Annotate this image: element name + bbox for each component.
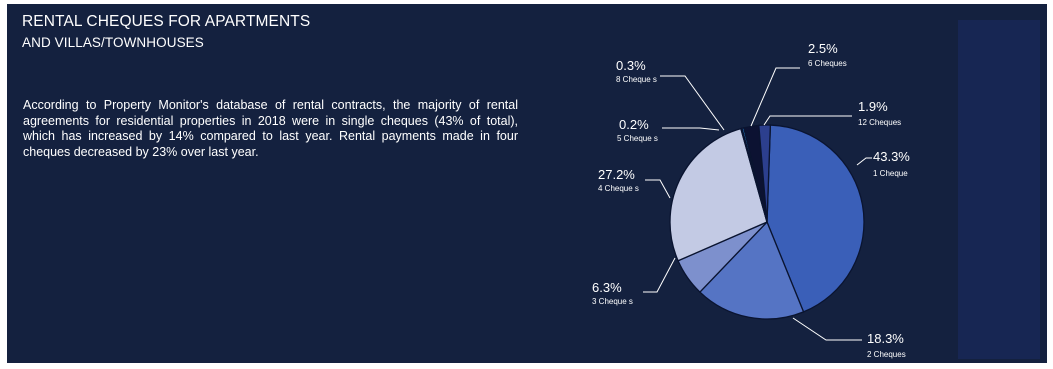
slice-category-label: 6 Cheques	[808, 59, 847, 68]
slice-category-label: 8 Cheque s	[616, 75, 657, 84]
title-line-1: RENTAL CHEQUES FOR APARTMENTS	[22, 13, 311, 30]
slice-category-label: 12 Cheques	[858, 118, 901, 127]
leader-lines	[643, 67, 872, 341]
slice-labels: 43.3% 1 Cheque 18.3% 2 Cheques 6.3% 3 Cheque …	[592, 41, 910, 359]
slice-percent-label: 1.9%	[858, 99, 888, 114]
pie-slice	[766, 124, 865, 313]
leader-line	[662, 127, 720, 131]
slice-category-label: 1 Cheque	[873, 169, 908, 178]
slice-category-label: 3 Cheque s	[592, 297, 633, 306]
side-strip	[958, 20, 1040, 359]
leader-line	[856, 157, 872, 166]
slice-percent-label: 18.3%	[867, 331, 904, 346]
title-line-2: AND VILLAS/TOWNHOUSES	[22, 35, 204, 50]
leader-line	[750, 67, 800, 127]
leader-line	[643, 257, 676, 293]
slice-percent-label: 0.3%	[616, 58, 646, 73]
slice-percent-label: 6.3%	[592, 280, 622, 295]
slice-category-label: 2 Cheques	[867, 350, 906, 359]
leader-line	[763, 115, 852, 126]
slice-percent-label: 0.2%	[619, 117, 649, 132]
pie-slice	[698, 220, 805, 320]
slice-percent-label: 27.2%	[598, 167, 635, 182]
slice-percent-label: 43.3%	[873, 149, 910, 164]
infographic-panel	[7, 4, 1047, 363]
description-text: According to Property Monitor's database…	[23, 98, 518, 159]
slice-category-label: 5 Cheque s	[617, 134, 658, 143]
slice-category-label: 4 Cheque s	[598, 184, 639, 193]
leader-line	[660, 75, 725, 131]
leader-line	[792, 317, 862, 341]
pie-slice	[669, 127, 768, 262]
pie-slices	[669, 124, 865, 320]
leader-line	[645, 179, 671, 199]
pie-slice	[758, 124, 772, 223]
chart-title: RENTAL CHEQUES FOR APARTMENTS AND VILLAS…	[22, 11, 310, 53]
slice-percent-label: 2.5%	[808, 41, 838, 56]
